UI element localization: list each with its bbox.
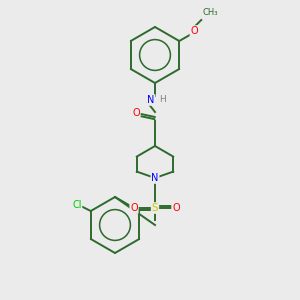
Text: O: O — [190, 26, 198, 36]
Text: N: N — [151, 173, 159, 183]
Text: O: O — [130, 203, 138, 213]
Text: O: O — [132, 108, 140, 118]
Text: N: N — [147, 95, 155, 105]
Text: S: S — [152, 203, 158, 213]
Text: Cl: Cl — [72, 200, 82, 210]
Text: O: O — [172, 203, 180, 213]
Text: CH₃: CH₃ — [202, 8, 218, 17]
Text: H: H — [159, 95, 165, 104]
